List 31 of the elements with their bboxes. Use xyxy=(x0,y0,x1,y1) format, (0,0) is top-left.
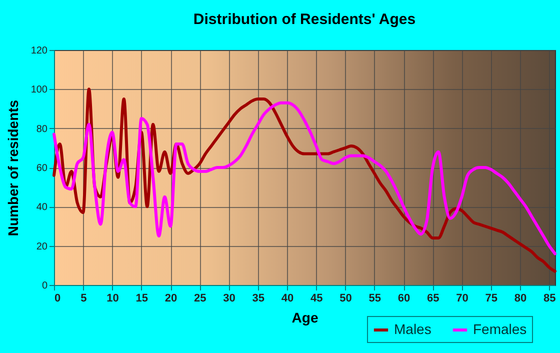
x-tick-label: 50 xyxy=(340,292,352,304)
x-tick-label: 75 xyxy=(485,292,498,304)
y-tick-label: 100 xyxy=(30,84,48,96)
x-tick-label: 40 xyxy=(281,292,294,304)
y-tick-label: 60 xyxy=(36,163,48,174)
line-series xyxy=(52,101,556,256)
x-tick-label: 65 xyxy=(427,292,440,304)
y-tick-label: 40 xyxy=(36,202,48,214)
x-tick-label: 5 xyxy=(80,292,87,304)
x-tick-label: 60 xyxy=(398,292,410,304)
x-axis-title: Age xyxy=(292,310,318,326)
legend-label: Females xyxy=(473,321,527,337)
x-tick-label: 20 xyxy=(164,292,178,304)
x-tick-label: 0 xyxy=(54,292,61,304)
y-tick-label: 120 xyxy=(30,46,48,56)
y-tick-label: 20 xyxy=(36,241,48,252)
y-axis-title: Number of residents xyxy=(4,100,21,236)
x-tick-label: 15 xyxy=(136,292,148,304)
x-tick-label: 10 xyxy=(106,292,119,304)
x-tick-label: 55 xyxy=(368,292,382,304)
x-tick-label: 35 xyxy=(252,292,265,304)
x-tick-label: 80 xyxy=(514,292,527,304)
x-tick-label: 25 xyxy=(194,292,206,304)
legend-label: Males xyxy=(394,321,432,337)
x-tick-label: 45 xyxy=(310,292,323,304)
x-tick-label: 30 xyxy=(223,292,236,304)
y-tick-label: 0 xyxy=(42,280,48,292)
y-tick-label: 80 xyxy=(36,124,48,135)
x-tick-label: 85 xyxy=(544,292,556,304)
chart-title: Distribution of Residents' Ages xyxy=(193,11,416,28)
x-tick-label: 70 xyxy=(456,292,468,304)
